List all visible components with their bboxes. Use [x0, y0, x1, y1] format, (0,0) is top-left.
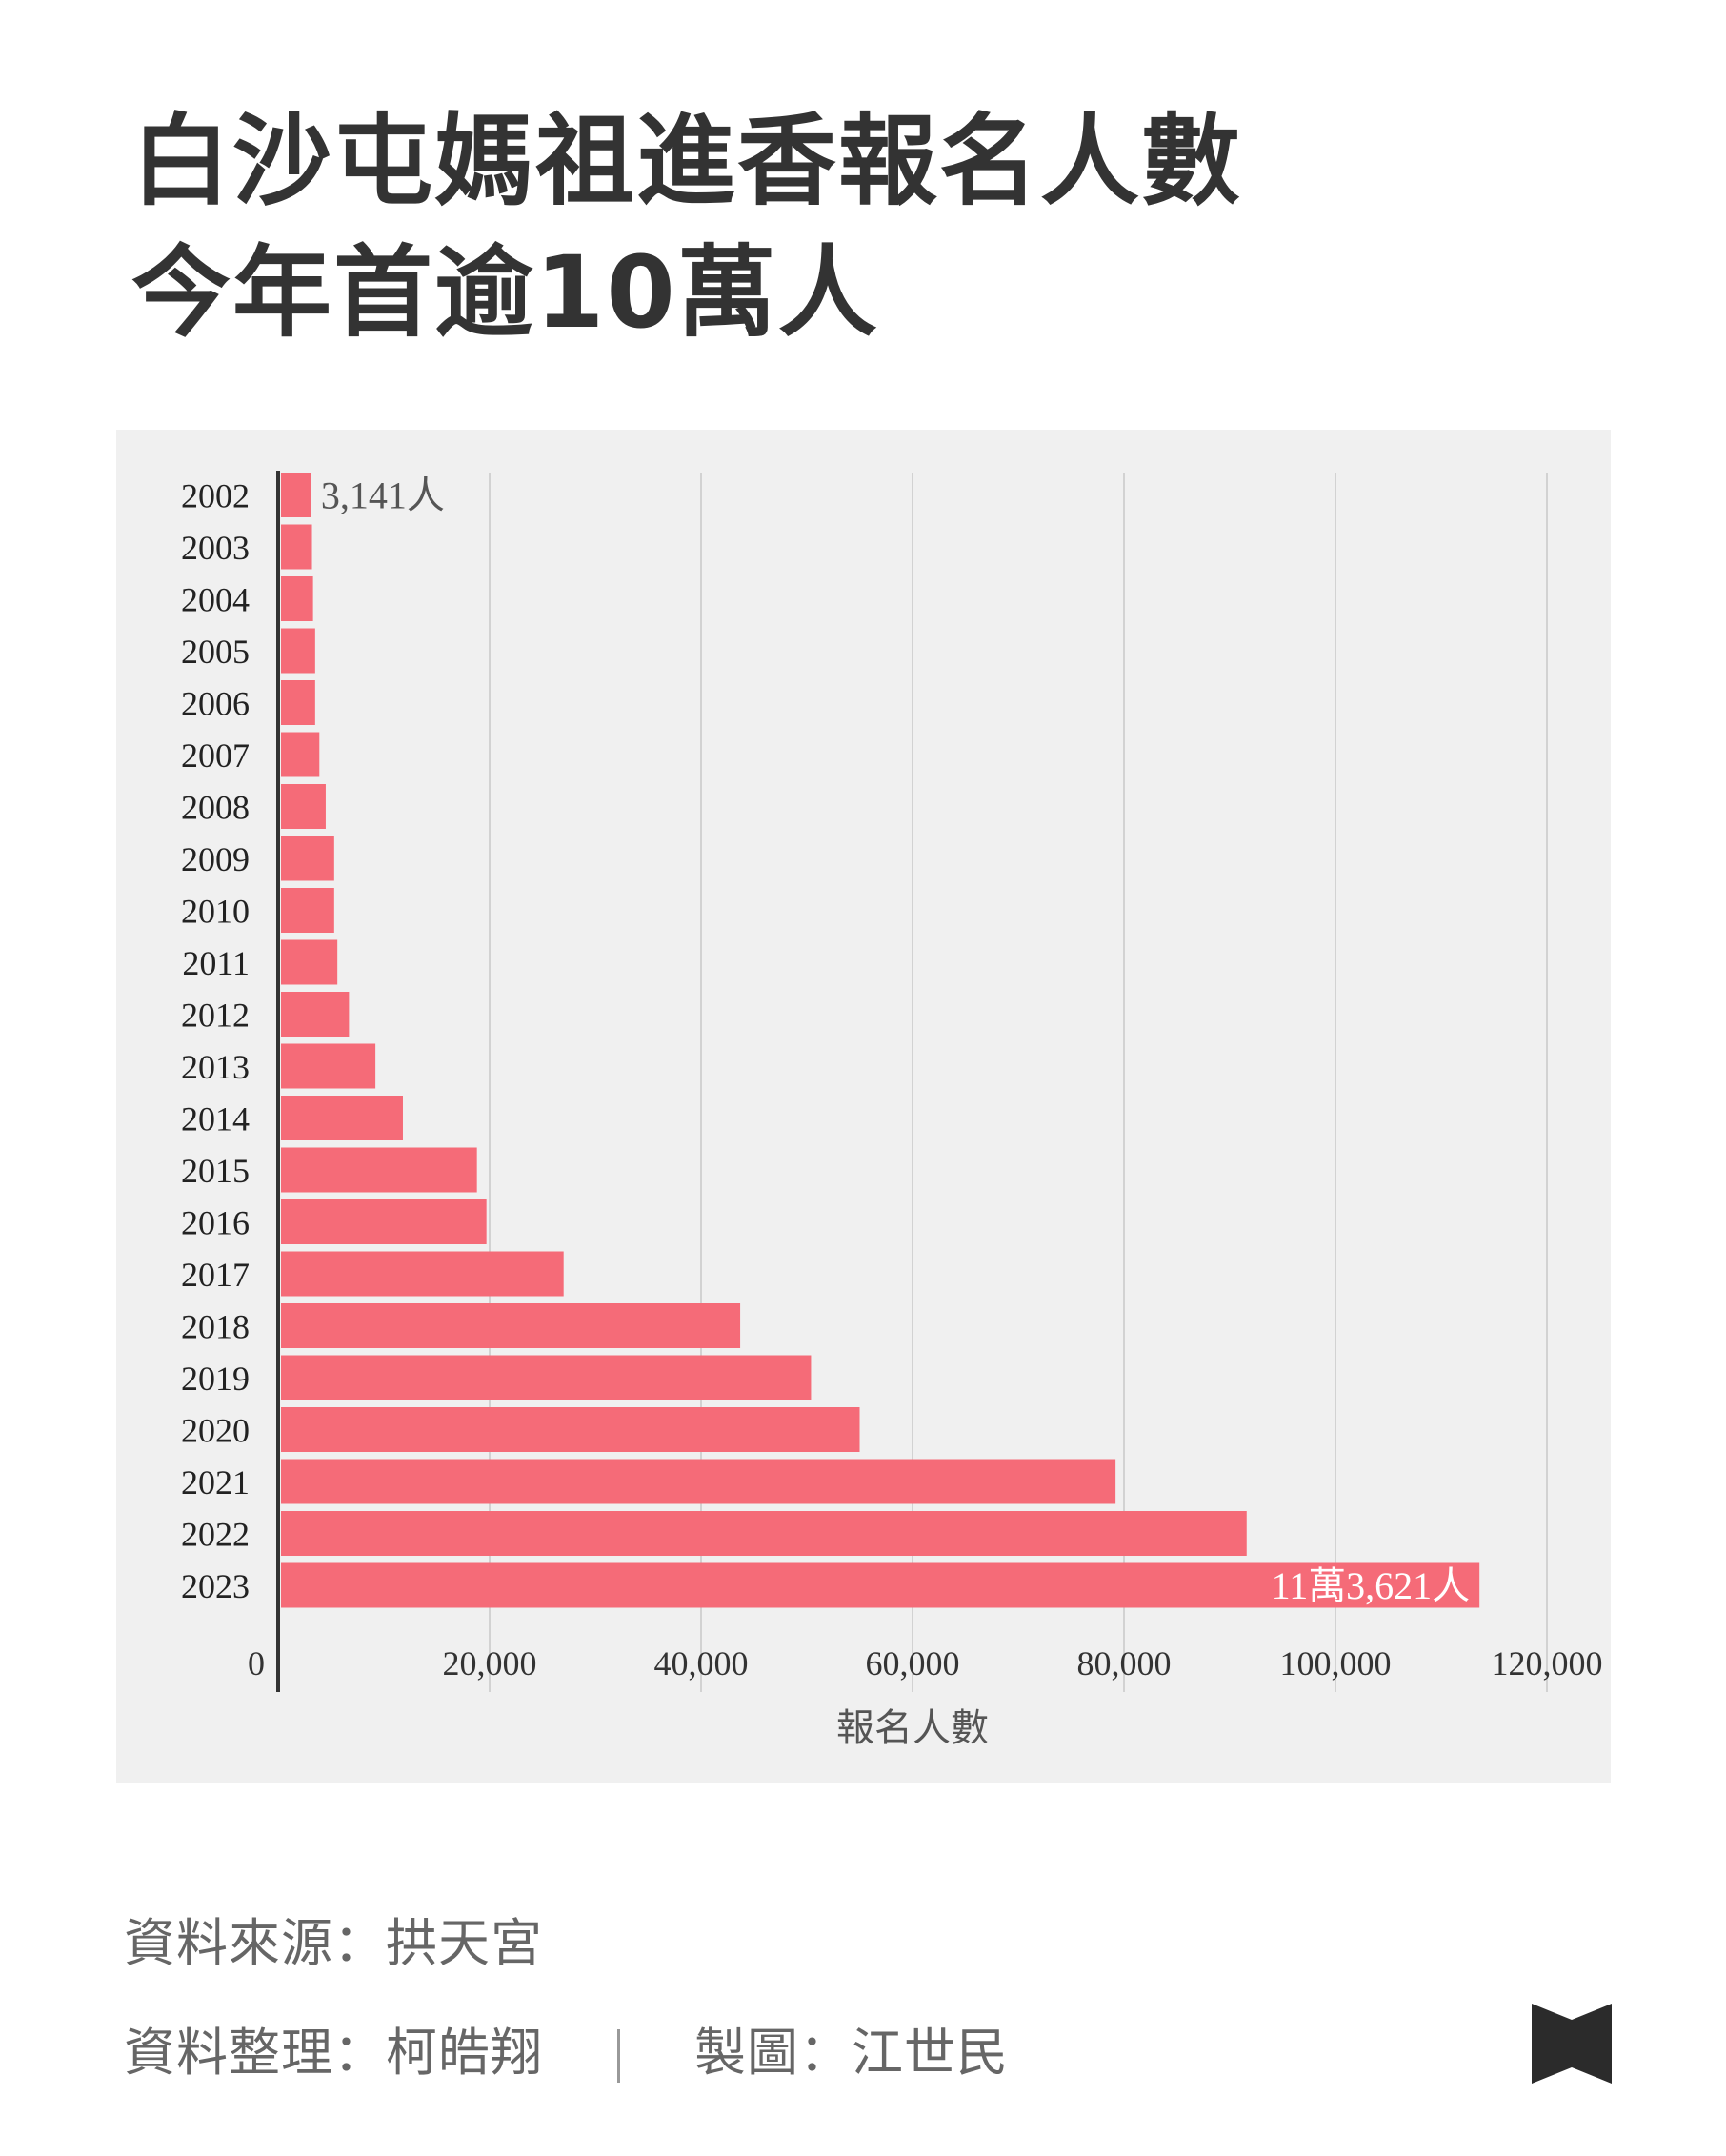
bar — [281, 1562, 1480, 1608]
x-tick-label: 40,000 — [654, 1644, 749, 1682]
y-tick-label: 2011 — [182, 944, 250, 982]
credit-separator — [617, 2029, 620, 2084]
x-tick-label: 120,000 — [1492, 1644, 1603, 1682]
bar — [281, 524, 312, 570]
data-label: 11萬3,621人 — [1272, 1564, 1471, 1607]
y-tick-labels: 2002 2003 2004 2005 2006 2007 2008 2009 2010 2011… — [181, 477, 250, 1606]
y-tick-label: 2010 — [181, 893, 250, 931]
bar — [281, 1459, 1116, 1504]
y-tick-label: 2021 — [181, 1463, 250, 1501]
x-tick-label: 100,000 — [1280, 1644, 1392, 1682]
bar — [281, 1303, 741, 1348]
bar — [281, 992, 350, 1037]
bar — [281, 939, 338, 985]
x-tick-label: 80,000 — [1077, 1644, 1172, 1682]
y-tick-label: 2003 — [181, 529, 250, 567]
bar — [281, 576, 313, 621]
source-credit: 資料來源：拱天宮 — [124, 1913, 543, 1973]
title-line-1: 白沙屯媽祖進香報名人數 — [131, 103, 1243, 219]
x-tick-label: 0 — [248, 1644, 265, 1682]
bar — [281, 1511, 1247, 1556]
data-editor-credit: 資料整理：柯皓翔 — [124, 2023, 543, 2083]
y-tick-label: 2009 — [181, 840, 250, 878]
y-tick-label: 2020 — [181, 1412, 250, 1450]
y-tick-label: 2007 — [181, 736, 250, 775]
credit-line: 資料整理：柯皓翔 製圖：江世民 — [124, 2010, 1009, 2085]
bar — [281, 1355, 812, 1400]
data-labels: 3,141人 11萬3,621人 — [321, 474, 1470, 1608]
y-tick-label: 2012 — [181, 997, 250, 1035]
y-tick-label: 2014 — [181, 1100, 250, 1138]
grid-lines — [489, 473, 1548, 1692]
y-tick-label: 2018 — [181, 1308, 250, 1346]
x-axis-title: 報名人數 — [836, 1706, 989, 1750]
bar — [281, 628, 315, 674]
bar — [281, 1251, 564, 1297]
y-tick-label: 2017 — [181, 1256, 250, 1294]
bar — [281, 1043, 376, 1089]
chart-panel: 2002 2003 2004 2005 2006 2007 2008 2009 2010 2011… — [116, 430, 1611, 1783]
y-tick-label: 2022 — [181, 1516, 250, 1554]
bar — [281, 1407, 860, 1452]
bar — [281, 1096, 403, 1140]
x-tick-label: 60,000 — [866, 1644, 960, 1682]
title-line-2: 今年首逾10萬人 — [131, 234, 879, 351]
y-tick-label: 2004 — [181, 581, 250, 619]
chart-title: 白沙屯媽祖進香報名人數 今年首逾10萬人 — [131, 95, 1242, 358]
y-tick-label: 2013 — [181, 1048, 250, 1086]
bar — [281, 1199, 487, 1244]
y-tick-label: 2002 — [181, 477, 250, 515]
x-tick-label: 20,000 — [443, 1644, 537, 1682]
bar — [281, 784, 326, 829]
y-tick-label: 2006 — [181, 685, 250, 723]
bar — [281, 680, 315, 725]
bar — [281, 888, 334, 933]
x-tick-labels: 0 20,000 40,000 60,000 80,000 100,000 120,000 — [248, 1644, 1603, 1682]
bars — [281, 473, 1480, 1608]
publisher-logo-icon — [1532, 2004, 1612, 2084]
bar — [281, 732, 320, 777]
bar — [281, 1147, 477, 1193]
bar — [281, 473, 311, 517]
bar — [281, 836, 334, 881]
y-tick-label: 2023 — [181, 1567, 250, 1605]
y-tick-label: 2015 — [181, 1152, 250, 1190]
y-tick-label: 2005 — [181, 633, 250, 671]
y-tick-label: 2016 — [181, 1204, 250, 1242]
y-tick-label: 2008 — [181, 789, 250, 827]
graphic-credit: 製圖：江世民 — [694, 2023, 1009, 2083]
data-label: 3,141人 — [321, 474, 445, 517]
y-tick-label: 2019 — [181, 1360, 250, 1398]
bar-chart: 2002 2003 2004 2005 2006 2007 2008 2009 2010 2011… — [181, 471, 1603, 1750]
